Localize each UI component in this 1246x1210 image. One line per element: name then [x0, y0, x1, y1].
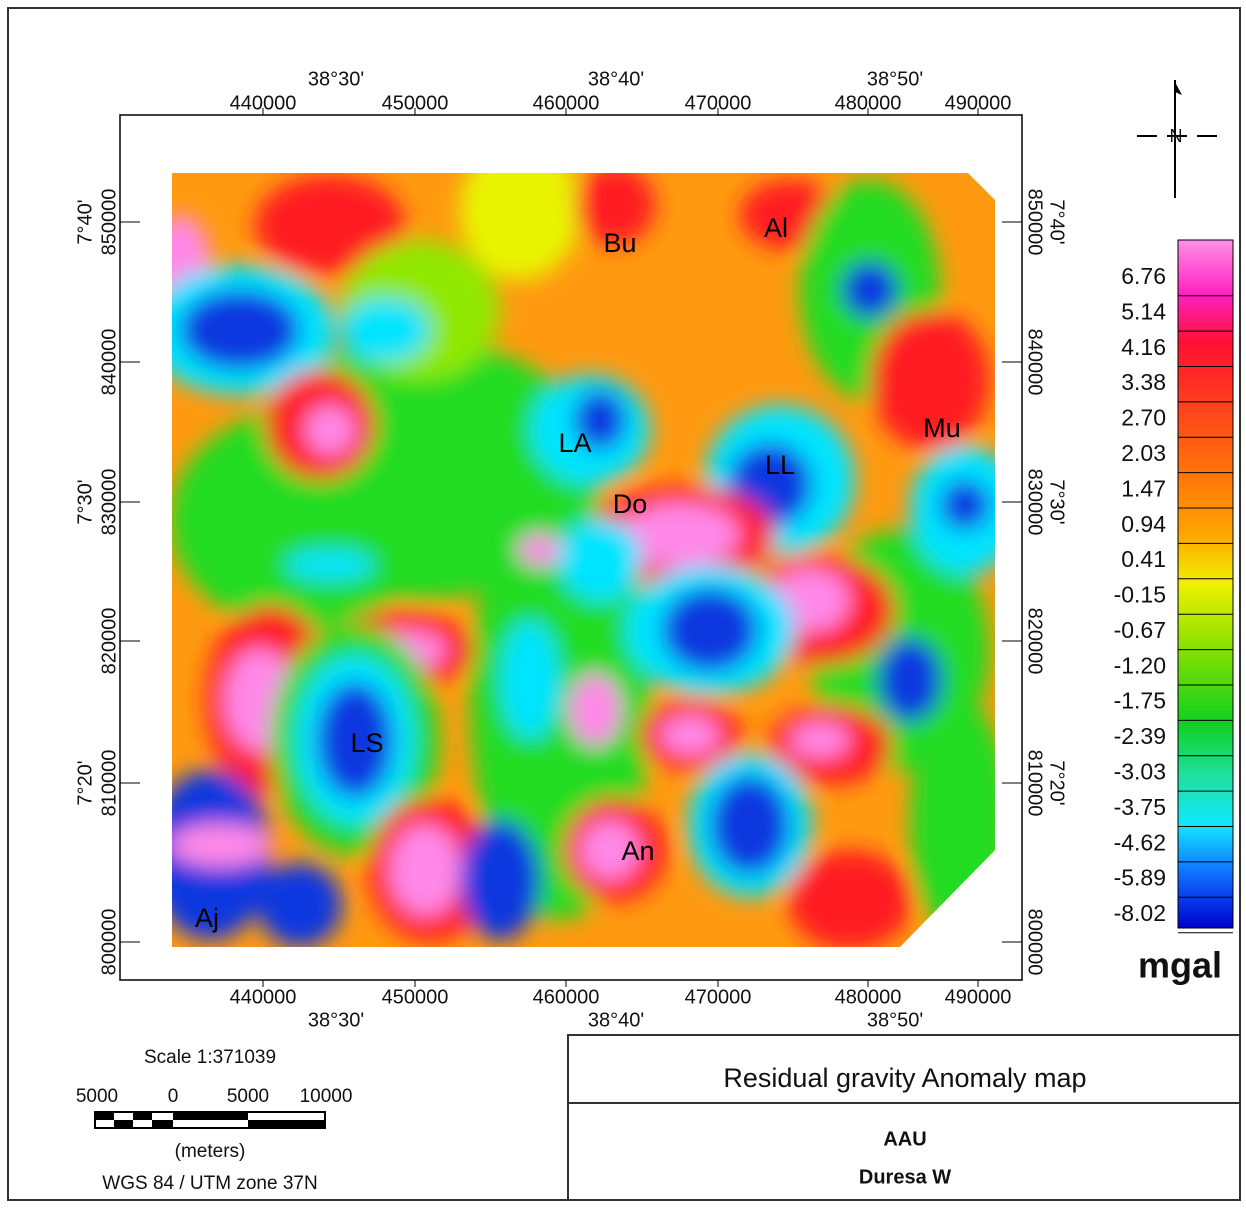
- legend-label: 6.76: [1121, 263, 1166, 289]
- lon-label: 38°30': [308, 68, 364, 90]
- legend-label: 3.38: [1121, 369, 1166, 395]
- svg-text:N: N: [1170, 126, 1183, 146]
- scale-label: 10000: [300, 1086, 353, 1107]
- place-label: Aj: [195, 903, 219, 933]
- lat-label: 7°30': [1046, 479, 1068, 524]
- anomaly-blob: [790, 722, 850, 758]
- organization: AAU: [883, 1128, 926, 1150]
- place-label: LL: [765, 450, 795, 480]
- x-tick-label: 490000: [945, 986, 1012, 1008]
- scale-label: 0: [168, 1086, 179, 1107]
- anomaly-blob: [569, 674, 621, 746]
- lat-label: 7°40': [1046, 199, 1068, 244]
- map-title: Residual gravity Anomaly map: [723, 1063, 1086, 1093]
- anomaly-blob: [710, 775, 790, 875]
- map-page: 4400004400004500004500004600004600004700…: [0, 0, 1246, 1205]
- anomaly-blob: [460, 820, 540, 940]
- legend-label: 2.03: [1121, 440, 1166, 466]
- scale-label: 5000: [227, 1086, 269, 1107]
- x-tick-label: 470000: [685, 986, 752, 1008]
- projection: WGS 84 / UTM zone 37N: [102, 1173, 317, 1194]
- lon-label: 38°40': [588, 1009, 644, 1031]
- place-label: Bu: [603, 228, 636, 258]
- y-tick-label: 850000: [1024, 189, 1046, 256]
- anomaly-blob: [558, 518, 642, 602]
- legend-label: 0.94: [1121, 511, 1166, 537]
- north-arrow: N: [1137, 80, 1220, 198]
- place-label: LS: [350, 728, 383, 758]
- lat-label: 7°40': [74, 199, 96, 244]
- lon-label: 38°40': [588, 68, 644, 90]
- scale-label: 5000: [76, 1086, 118, 1107]
- anomaly-blob: [660, 715, 720, 755]
- y-tick-label: 810000: [1024, 750, 1046, 817]
- lat-label: 7°20': [74, 760, 96, 805]
- anomaly-blob: [389, 824, 461, 916]
- anomaly-blob: [500, 620, 560, 740]
- legend-label: 4.16: [1121, 334, 1166, 360]
- legend-label: -5.89: [1114, 865, 1166, 891]
- anomaly-raster: [145, 140, 1020, 950]
- y-tick-label: 840000: [98, 329, 120, 396]
- legend-label: -3.75: [1114, 794, 1166, 820]
- anomaly-blob: [662, 588, 758, 672]
- x-tick-label: 480000: [835, 986, 902, 1008]
- legend-label: -3.03: [1114, 759, 1166, 785]
- y-tick-label: 820000: [1024, 608, 1046, 675]
- lon-label: 38°50': [867, 68, 923, 90]
- legend-label: -0.67: [1114, 617, 1166, 643]
- lat-label: 7°30': [74, 479, 96, 524]
- y-tick-label: 820000: [98, 608, 120, 675]
- legend-label: -1.20: [1114, 652, 1166, 678]
- place-label: Mu: [923, 413, 961, 443]
- y-tick-label: 810000: [98, 750, 120, 817]
- legend-label: -0.15: [1114, 582, 1166, 608]
- scale-text: Scale 1:371039: [144, 1047, 276, 1068]
- place-label: Al: [764, 213, 788, 243]
- anomaly-blob: [842, 262, 898, 318]
- lat-label: 7°20': [1046, 760, 1068, 805]
- anomaly-blob: [285, 549, 375, 581]
- legend-label: 0.41: [1121, 546, 1166, 572]
- legend-label: -2.39: [1114, 723, 1166, 749]
- color-bar: [1178, 240, 1233, 928]
- lon-label: 38°50': [867, 1009, 923, 1031]
- anomaly-blob: [180, 290, 300, 370]
- y-tick-label: 800000: [98, 909, 120, 976]
- legend-label: 1.47: [1121, 475, 1166, 501]
- place-label: LA: [558, 428, 591, 458]
- author: Duresa W: [859, 1166, 951, 1188]
- legend-label: -1.75: [1114, 688, 1166, 714]
- legend-label: 2.70: [1121, 405, 1166, 431]
- scale-unit: (meters): [175, 1141, 246, 1162]
- anomaly-blob: [305, 405, 355, 455]
- place-label: An: [621, 836, 654, 866]
- legend-label: -4.62: [1114, 829, 1166, 855]
- y-tick-label: 830000: [98, 469, 120, 536]
- anomaly-blob: [788, 850, 912, 950]
- anomaly-blob: [340, 298, 430, 362]
- scale-bar: [95, 1112, 325, 1128]
- lon-label: 38°30': [308, 1009, 364, 1031]
- legend-label: -8.02: [1114, 900, 1166, 926]
- anomaly-blob: [168, 823, 272, 867]
- y-tick-label: 830000: [1024, 469, 1046, 536]
- anomaly-blob: [518, 534, 562, 566]
- legend-label: 5.14: [1121, 298, 1166, 324]
- y-tick-label: 840000: [1024, 329, 1046, 396]
- anomaly-blob: [258, 863, 342, 947]
- x-tick-label: 440000: [230, 986, 297, 1008]
- legend-unit: mgal: [1138, 945, 1222, 986]
- y-tick-label: 850000: [98, 189, 120, 256]
- y-tick-label: 800000: [1024, 909, 1046, 976]
- x-tick-label: 460000: [533, 986, 600, 1008]
- anomaly-blob: [940, 480, 990, 530]
- place-label: Do: [613, 489, 648, 519]
- anomaly-blob: [878, 638, 942, 722]
- x-tick-label: 450000: [382, 986, 449, 1008]
